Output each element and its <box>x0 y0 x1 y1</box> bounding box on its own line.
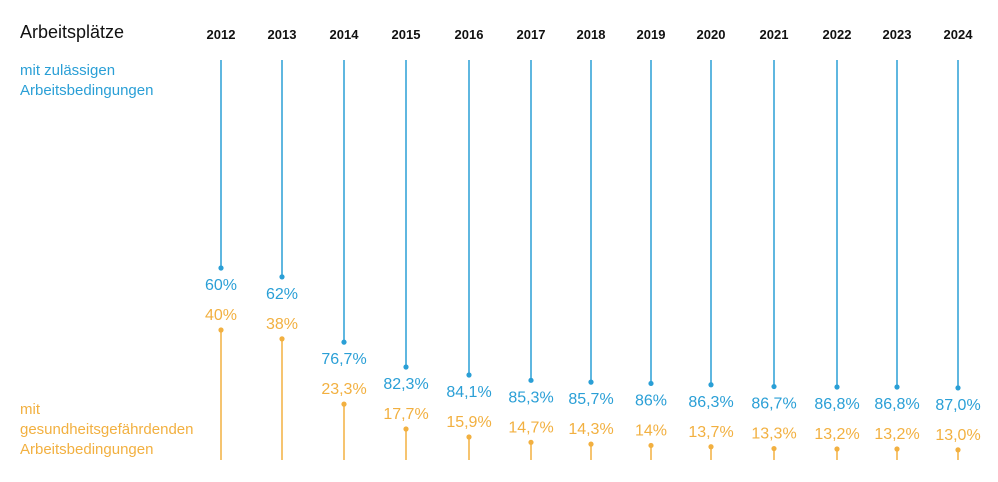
safe-dot-2016 <box>466 372 472 378</box>
hazard-value-label-2022: 13,2% <box>814 426 859 443</box>
year-label-2016: 2016 <box>455 27 484 42</box>
hazard-dot-2022 <box>834 446 840 452</box>
chart-title: Arbeitsplätze <box>20 22 125 42</box>
safe-dot-2014 <box>341 339 347 345</box>
legend-safe-line-2: Arbeitsbedingungen <box>20 82 154 99</box>
hazard-dot-2017 <box>528 439 534 445</box>
safe-dot-2012 <box>218 265 224 271</box>
hazard-value-label-2019: 14% <box>635 422 667 439</box>
legend-hazard-line-1: mit <box>20 401 40 418</box>
safe-dot-2023 <box>894 384 900 390</box>
legend-hazard-line-3: Arbeitsbedingungen <box>20 441 154 458</box>
safe-value-label-2016: 84,1% <box>446 384 491 401</box>
year-label-2012: 2012 <box>207 27 236 42</box>
hazard-value-label-2016: 15,9% <box>446 414 491 431</box>
hazard-dot-2012 <box>218 327 224 333</box>
hazard-value-label-2014: 23,3% <box>321 381 366 398</box>
safe-value-label-2021: 86,7% <box>751 396 796 413</box>
year-label-2019: 2019 <box>637 27 666 42</box>
hazard-value-label-2020: 13,7% <box>688 424 733 441</box>
hazard-dot-2016 <box>466 434 472 440</box>
safe-dot-2019 <box>648 380 654 387</box>
safe-dot-2018 <box>588 379 594 385</box>
hazard-value-label-2012: 40% <box>205 307 237 324</box>
year-label-2013: 2013 <box>268 27 297 42</box>
hazard-dot-2014 <box>341 401 347 407</box>
safe-value-label-2014: 76,7% <box>321 351 366 368</box>
hazard-dot-2024 <box>955 447 961 453</box>
hazard-value-label-2021: 13,3% <box>751 426 796 443</box>
legend-hazard-line-2: gesundheitsgefährdenden <box>20 421 194 438</box>
safe-dot-2024 <box>955 385 961 391</box>
safe-dot-2013 <box>279 274 285 280</box>
hazard-value-label-2013: 38% <box>266 316 298 333</box>
safe-value-label-2022: 86,8% <box>814 396 859 413</box>
safe-dot-2017 <box>528 377 534 383</box>
legend-hazardous-conditions: mit gesundheitsgefährdenden Arbeitsbedin… <box>20 400 193 460</box>
safe-value-label-2013: 62% <box>266 286 298 303</box>
hazard-dot-2019 <box>648 442 654 449</box>
year-label-2020: 2020 <box>697 27 726 42</box>
hazard-value-label-2015: 17,7% <box>383 406 428 423</box>
safe-value-label-2012: 60% <box>205 277 237 294</box>
hazard-value-label-2018: 14,3% <box>568 421 613 438</box>
safe-dot-2015 <box>403 364 409 370</box>
year-label-2023: 2023 <box>883 27 912 42</box>
hazard-value-label-2017: 14,7% <box>508 419 553 436</box>
safe-value-label-2024: 87,0% <box>935 397 980 414</box>
year-label-2015: 2015 <box>392 27 421 42</box>
hazard-dot-2020 <box>708 444 714 450</box>
safe-dot-2022 <box>834 384 840 390</box>
hazard-dot-2021 <box>771 445 777 452</box>
legend-safe-line-1: mit zulässigen <box>20 62 116 79</box>
safe-value-label-2017: 85,3% <box>508 389 553 406</box>
year-label-2017: 2017 <box>517 27 546 42</box>
year-label-2021: 2021 <box>760 27 789 42</box>
safe-value-label-2019: 86% <box>635 392 667 409</box>
safe-value-label-2023: 86,8% <box>874 396 919 413</box>
hazard-dot-2023 <box>894 446 900 452</box>
year-label-2022: 2022 <box>823 27 852 42</box>
year-label-2018: 2018 <box>577 27 606 42</box>
safe-value-label-2018: 85,7% <box>568 391 613 408</box>
safe-dot-2021 <box>771 383 777 390</box>
safe-value-label-2015: 82,3% <box>383 376 428 393</box>
year-label-2014: 2014 <box>330 27 360 42</box>
hazard-dot-2015 <box>403 426 409 432</box>
safe-value-label-2020: 86,3% <box>688 394 733 411</box>
year-label-2024: 2024 <box>944 27 974 42</box>
legend-safe-conditions: mit zulässigen Arbeitsbedingungen <box>20 61 153 101</box>
hazard-dot-2018 <box>588 441 594 447</box>
hazard-value-label-2023: 13,2% <box>874 426 919 443</box>
hazard-value-label-2024: 13,0% <box>935 427 980 444</box>
hazard-dot-2013 <box>279 336 285 342</box>
safe-dot-2020 <box>708 382 714 388</box>
